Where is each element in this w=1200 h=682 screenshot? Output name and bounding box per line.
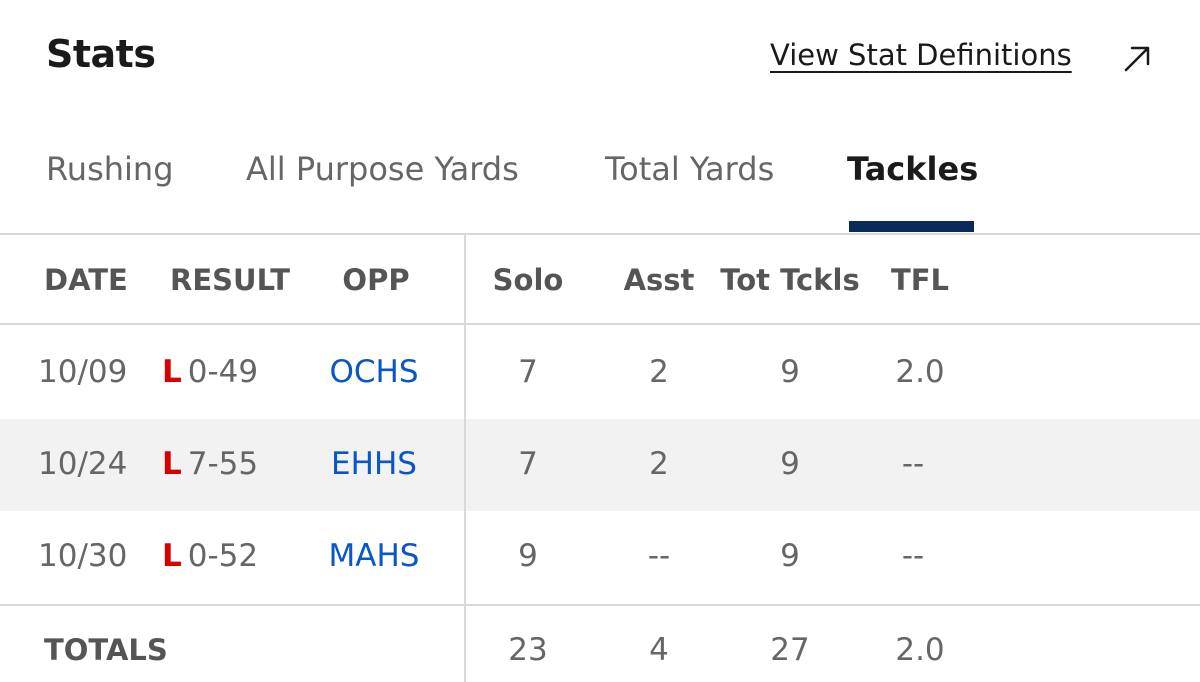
external-arrow-icon[interactable] — [1120, 42, 1154, 76]
page-title: Stats — [46, 32, 156, 76]
row-score: 0-49 — [187, 354, 259, 390]
tab-total-yards[interactable]: Total Yards — [605, 150, 775, 188]
row-result: L 0-49 — [162, 354, 258, 390]
totals-label: TOTALS — [44, 633, 168, 667]
opponent-link[interactable]: EHHS — [331, 446, 417, 482]
loss-indicator: L — [162, 446, 182, 482]
row-date: 10/09 — [38, 354, 128, 390]
active-tab-indicator — [849, 221, 974, 232]
row-date: 10/24 — [38, 446, 128, 482]
row-tfl: 2.0 — [895, 354, 945, 390]
striped-row-background — [0, 419, 1200, 511]
tab-all-purpose-yards[interactable]: All Purpose Yards — [246, 150, 519, 188]
row-solo: 7 — [518, 354, 538, 390]
column-header-tfl[interactable]: TFL — [890, 263, 950, 297]
totals-asst: 4 — [649, 632, 669, 668]
row-score: 7-55 — [187, 446, 259, 482]
totals-solo: 23 — [508, 632, 548, 668]
view-stat-definitions-link[interactable]: View Stat Definitions — [770, 38, 1072, 72]
row-asst: -- — [647, 538, 671, 574]
column-header-result[interactable]: RESULT — [170, 263, 291, 297]
column-header-opp[interactable]: OPP — [342, 263, 410, 297]
column-divider — [464, 235, 466, 682]
opponent-link[interactable]: MAHS — [328, 538, 420, 574]
column-header-solo[interactable]: Solo — [492, 263, 564, 297]
column-header-date[interactable]: DATE — [44, 263, 128, 297]
row-score: 0-52 — [187, 538, 259, 574]
header-row-divider — [0, 323, 1200, 325]
table-top-divider — [0, 233, 1200, 235]
totals-tfl: 2.0 — [895, 632, 945, 668]
row-result: L 0-52 — [162, 538, 258, 574]
row-tot-tckls: 9 — [780, 354, 800, 390]
row-tfl: -- — [901, 538, 925, 574]
row-date: 10/30 — [38, 538, 128, 574]
row-solo: 7 — [518, 446, 538, 482]
column-header-tot-tckls[interactable]: Tot Tckls — [720, 263, 860, 297]
loss-indicator: L — [162, 538, 182, 574]
column-header-asst[interactable]: Asst — [623, 263, 695, 297]
row-tot-tckls: 9 — [780, 446, 800, 482]
row-asst: 2 — [649, 354, 669, 390]
row-asst: 2 — [649, 446, 669, 482]
row-solo: 9 — [518, 538, 538, 574]
tab-rushing[interactable]: Rushing — [46, 150, 174, 188]
totals-tot-tckls: 27 — [770, 632, 810, 668]
loss-indicator: L — [162, 354, 182, 390]
row-result: L 7-55 — [162, 446, 258, 482]
row-tfl: -- — [901, 446, 925, 482]
opponent-link[interactable]: OCHS — [329, 354, 419, 390]
tab-tackles[interactable]: Tackles — [847, 150, 979, 188]
row-tot-tckls: 9 — [780, 538, 800, 574]
totals-divider — [0, 604, 1200, 606]
